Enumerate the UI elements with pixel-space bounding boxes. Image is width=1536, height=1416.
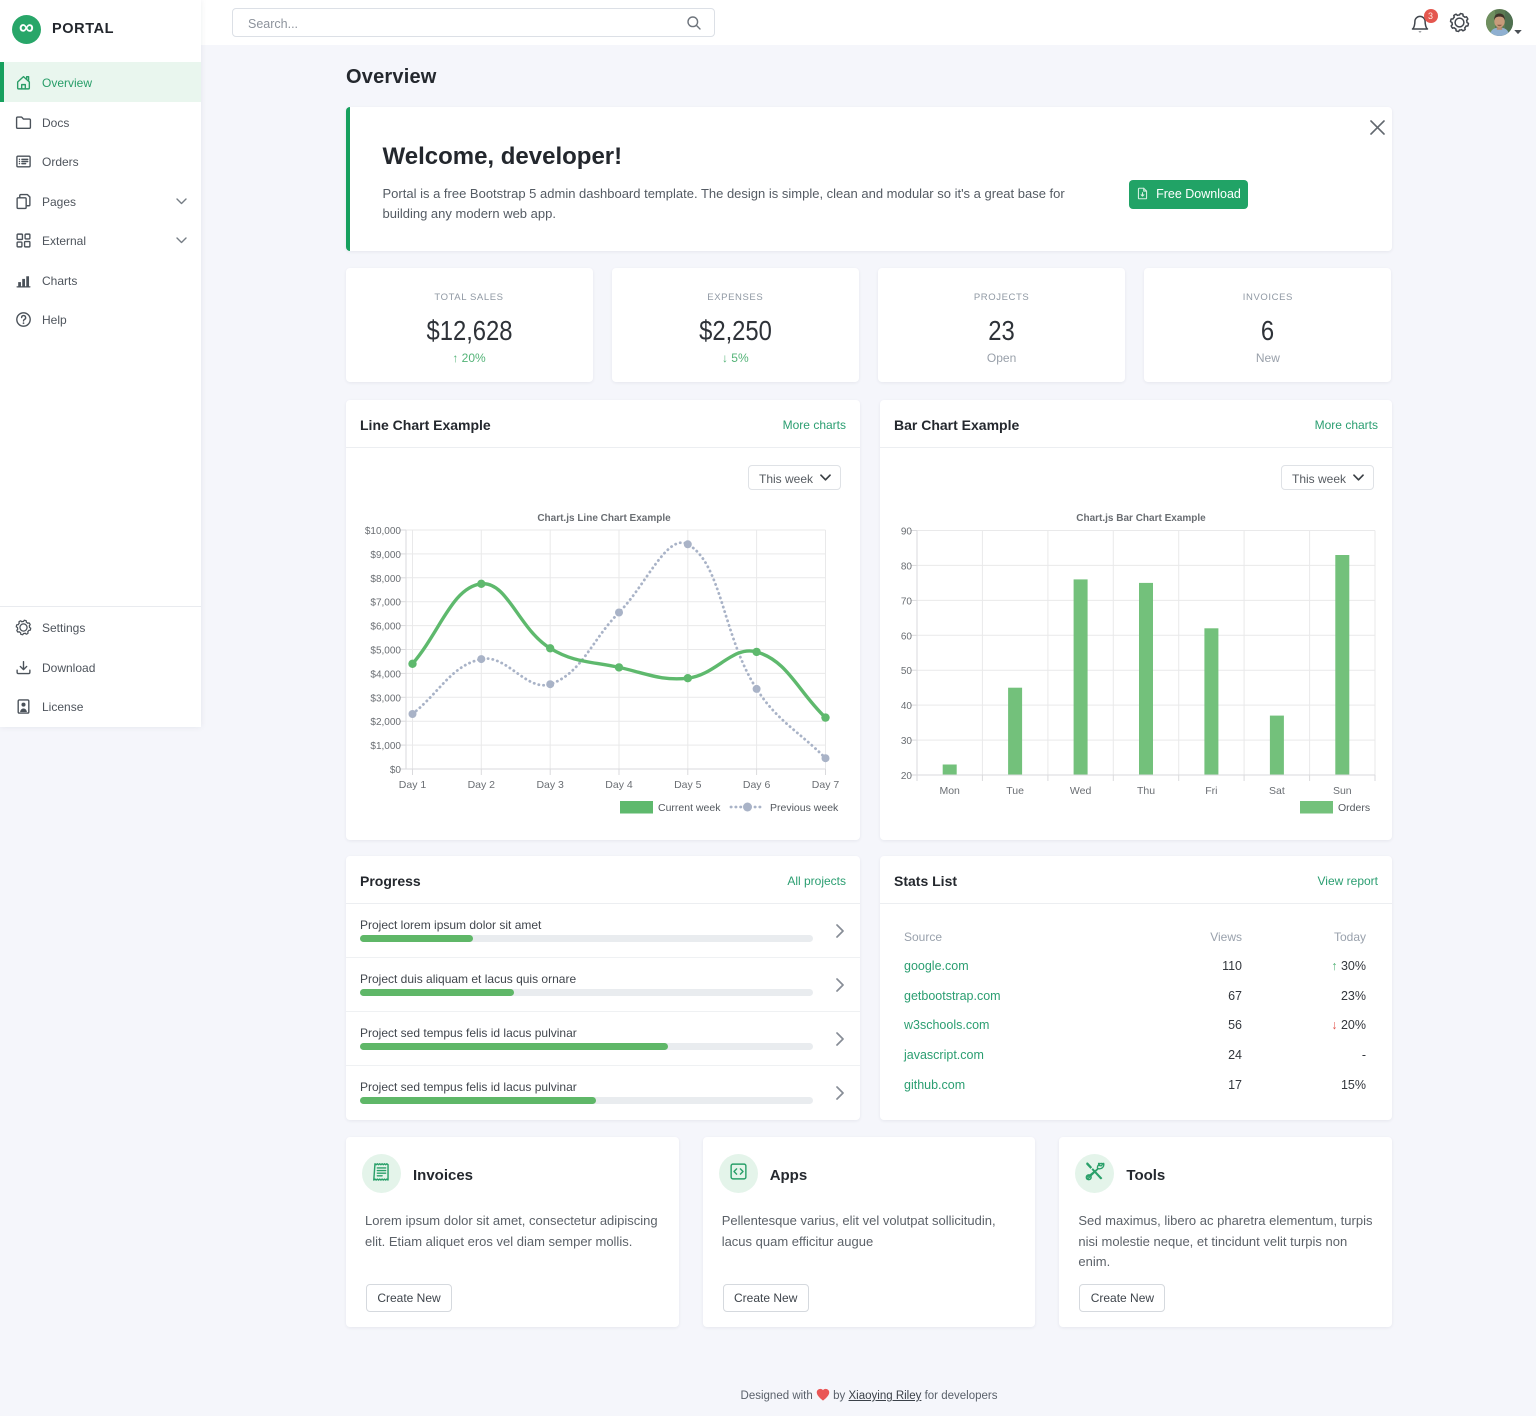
svg-text:Day 3: Day 3 [536,779,564,791]
svg-text:50: 50 [901,666,913,677]
svg-text:$5,000: $5,000 [370,646,401,657]
svg-text:$6,000: $6,000 [370,622,401,633]
svg-text:Day 2: Day 2 [468,779,496,791]
svg-text:Chart.js Line Chart Example: Chart.js Line Chart Example [537,513,671,524]
svg-text:Day 4: Day 4 [605,779,633,791]
svg-text:$2,000: $2,000 [370,717,401,728]
svg-text:40: 40 [901,701,913,712]
svg-text:$3,000: $3,000 [370,693,401,704]
svg-text:Thu: Thu [1137,785,1155,797]
svg-text:Chart.js Bar Chart Example: Chart.js Bar Chart Example [1076,513,1206,524]
svg-text:20: 20 [901,771,913,782]
svg-text:$4,000: $4,000 [370,669,401,680]
svg-text:Sun: Sun [1333,785,1352,797]
svg-text:80: 80 [901,561,913,572]
svg-text:Day 1: Day 1 [399,779,427,791]
svg-text:90: 90 [901,527,913,538]
svg-text:Previous week: Previous week [770,802,839,814]
svg-text:Orders: Orders [1338,802,1370,814]
svg-text:Day 5: Day 5 [674,779,702,791]
svg-text:$1,000: $1,000 [370,741,401,752]
svg-text:Tue: Tue [1006,785,1024,797]
svg-text:Fri: Fri [1205,785,1217,797]
svg-text:$10,000: $10,000 [365,526,402,537]
svg-text:$8,000: $8,000 [370,574,401,585]
svg-text:60: 60 [901,631,913,642]
svg-text:Day 6: Day 6 [743,779,771,791]
svg-text:$9,000: $9,000 [370,550,401,561]
svg-text:30: 30 [901,736,913,747]
svg-text:Wed: Wed [1070,785,1092,797]
svg-text:Sat: Sat [1269,785,1285,797]
svg-text:$0: $0 [390,765,402,776]
svg-text:Mon: Mon [939,785,960,797]
svg-text:70: 70 [901,596,913,607]
svg-text:Day 7: Day 7 [812,779,840,791]
svg-text:Current week: Current week [658,802,721,814]
svg-text:$7,000: $7,000 [370,598,401,609]
